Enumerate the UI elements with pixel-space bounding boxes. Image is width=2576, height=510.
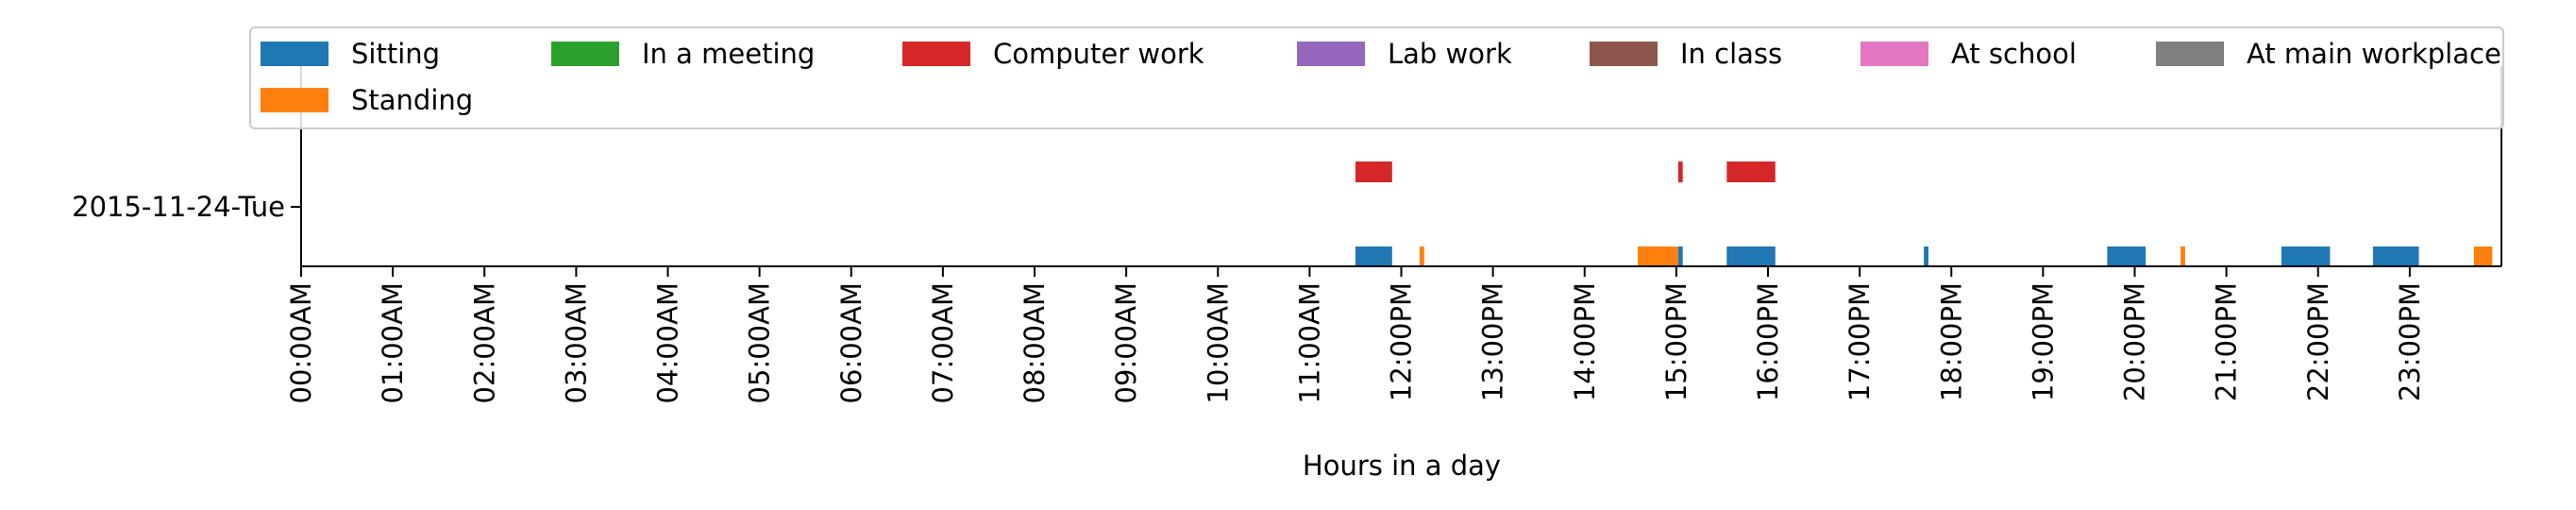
- legend-swatch-at-school: [1860, 42, 1928, 66]
- bar-sitting: [2281, 246, 2331, 267]
- x-tick-label: 09:00AM: [1110, 282, 1142, 403]
- legend-swatch-lab-work: [1297, 42, 1365, 66]
- y-tick-label: 2015-11-24-Tue: [72, 191, 285, 223]
- x-tick-label: 01:00AM: [377, 282, 409, 403]
- bar-sitting: [1677, 246, 1683, 267]
- x-tick-label: 23:00PM: [2394, 282, 2426, 401]
- x-tick-label: 22:00PM: [2302, 282, 2334, 401]
- bar-standing: [2473, 246, 2493, 267]
- x-tick-label: 13:00PM: [1477, 282, 1509, 401]
- legend-swatch-standing: [261, 88, 328, 112]
- x-tick-label: 07:00AM: [927, 282, 959, 403]
- x-tick-label: 04:00AM: [652, 282, 684, 403]
- legend-label-in-a-meeting: In a meeting: [642, 38, 815, 70]
- legend-box: [249, 26, 2504, 129]
- bar-sitting: [1355, 246, 1392, 267]
- legend-swatch-sitting: [261, 42, 328, 66]
- legend: Sitting Standing In a meeting Computer work…: [249, 26, 2504, 129]
- legend-swatch-at-main-workplace: [2156, 42, 2224, 66]
- x-tick-label: 19:00PM: [2027, 282, 2059, 401]
- bar-computer-work: [1677, 162, 1683, 182]
- x-tick-label: 14:00PM: [1569, 282, 1601, 401]
- legend-swatch-computer-work: [902, 42, 970, 66]
- legend-label-at-main-workplace: At main workplace: [2247, 38, 2501, 70]
- x-tick-label: 17:00PM: [1844, 282, 1876, 401]
- legend-label-in-class: In class: [1680, 38, 1782, 70]
- x-tick-label: 21:00PM: [2211, 282, 2243, 401]
- x-tick-label: 03:00AM: [560, 282, 592, 403]
- bar-sitting: [2373, 246, 2419, 267]
- bar-standing: [1419, 246, 1424, 267]
- axes: 00:00AM 01:00AM 02:00AM 03:00AM 04:00AM 05:00…: [72, 66, 2502, 403]
- bar-sitting: [1924, 246, 1928, 267]
- legend-swatch-in-class: [1590, 42, 1658, 66]
- x-tick-label: 11:00AM: [1293, 282, 1325, 403]
- activity-bars: [1355, 162, 2493, 267]
- x-tick-label: 16:00PM: [1752, 282, 1784, 401]
- x-axis-label: Hours in a day: [1303, 450, 1501, 482]
- bar-sitting: [2107, 246, 2147, 267]
- x-tick-label: 20:00PM: [2119, 282, 2151, 401]
- legend-label-computer-work: Computer work: [993, 38, 1204, 70]
- bar-computer-work: [1726, 162, 1776, 182]
- x-tick-label: 10:00AM: [1202, 282, 1234, 403]
- legend-swatch-in-a-meeting: [551, 42, 619, 66]
- x-tick-label: 08:00AM: [1019, 282, 1051, 403]
- x-tick-label: 06:00AM: [835, 282, 867, 403]
- x-tick-label: 12:00PM: [1386, 282, 1418, 401]
- x-tick-label: 18:00PM: [1935, 282, 1967, 401]
- legend-label-lab-work: Lab work: [1388, 38, 1512, 70]
- bar-computer-work: [1355, 162, 1392, 182]
- bar-standing: [2180, 246, 2185, 267]
- bar-standing: [1638, 246, 1678, 267]
- legend-label-standing: Standing: [351, 84, 473, 116]
- x-tick-label: 00:00AM: [285, 282, 317, 403]
- legend-label-at-school: At school: [1951, 38, 2077, 70]
- legend-label-sitting: Sitting: [351, 38, 440, 70]
- x-tick-label: 02:00AM: [468, 282, 500, 403]
- bar-sitting: [1726, 246, 1776, 267]
- x-tick-label: 05:00AM: [744, 282, 776, 403]
- x-tick-label: 15:00PM: [1660, 282, 1692, 401]
